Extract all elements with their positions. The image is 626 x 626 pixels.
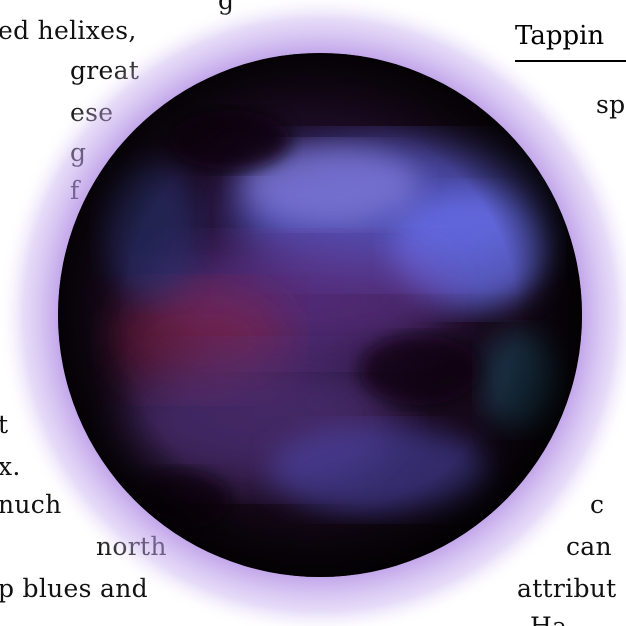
section-heading: Tappin — [515, 21, 605, 51]
heading-underline — [515, 60, 626, 62]
right-line-2: c — [590, 490, 605, 519]
right-line-4: attribut — [517, 574, 617, 603]
right-line-1: sp — [596, 90, 626, 119]
planet-limb-shadow — [58, 53, 582, 577]
left-line-11: p blues and — [0, 574, 148, 603]
right-line-3: can — [566, 532, 612, 561]
left-line-9: nuch — [0, 490, 62, 519]
left-line-8: x. — [0, 452, 21, 481]
right-line-5: Ha — [530, 612, 567, 626]
left-line-7: t — [0, 410, 9, 439]
left-line-2: ed helixes, — [0, 16, 137, 45]
